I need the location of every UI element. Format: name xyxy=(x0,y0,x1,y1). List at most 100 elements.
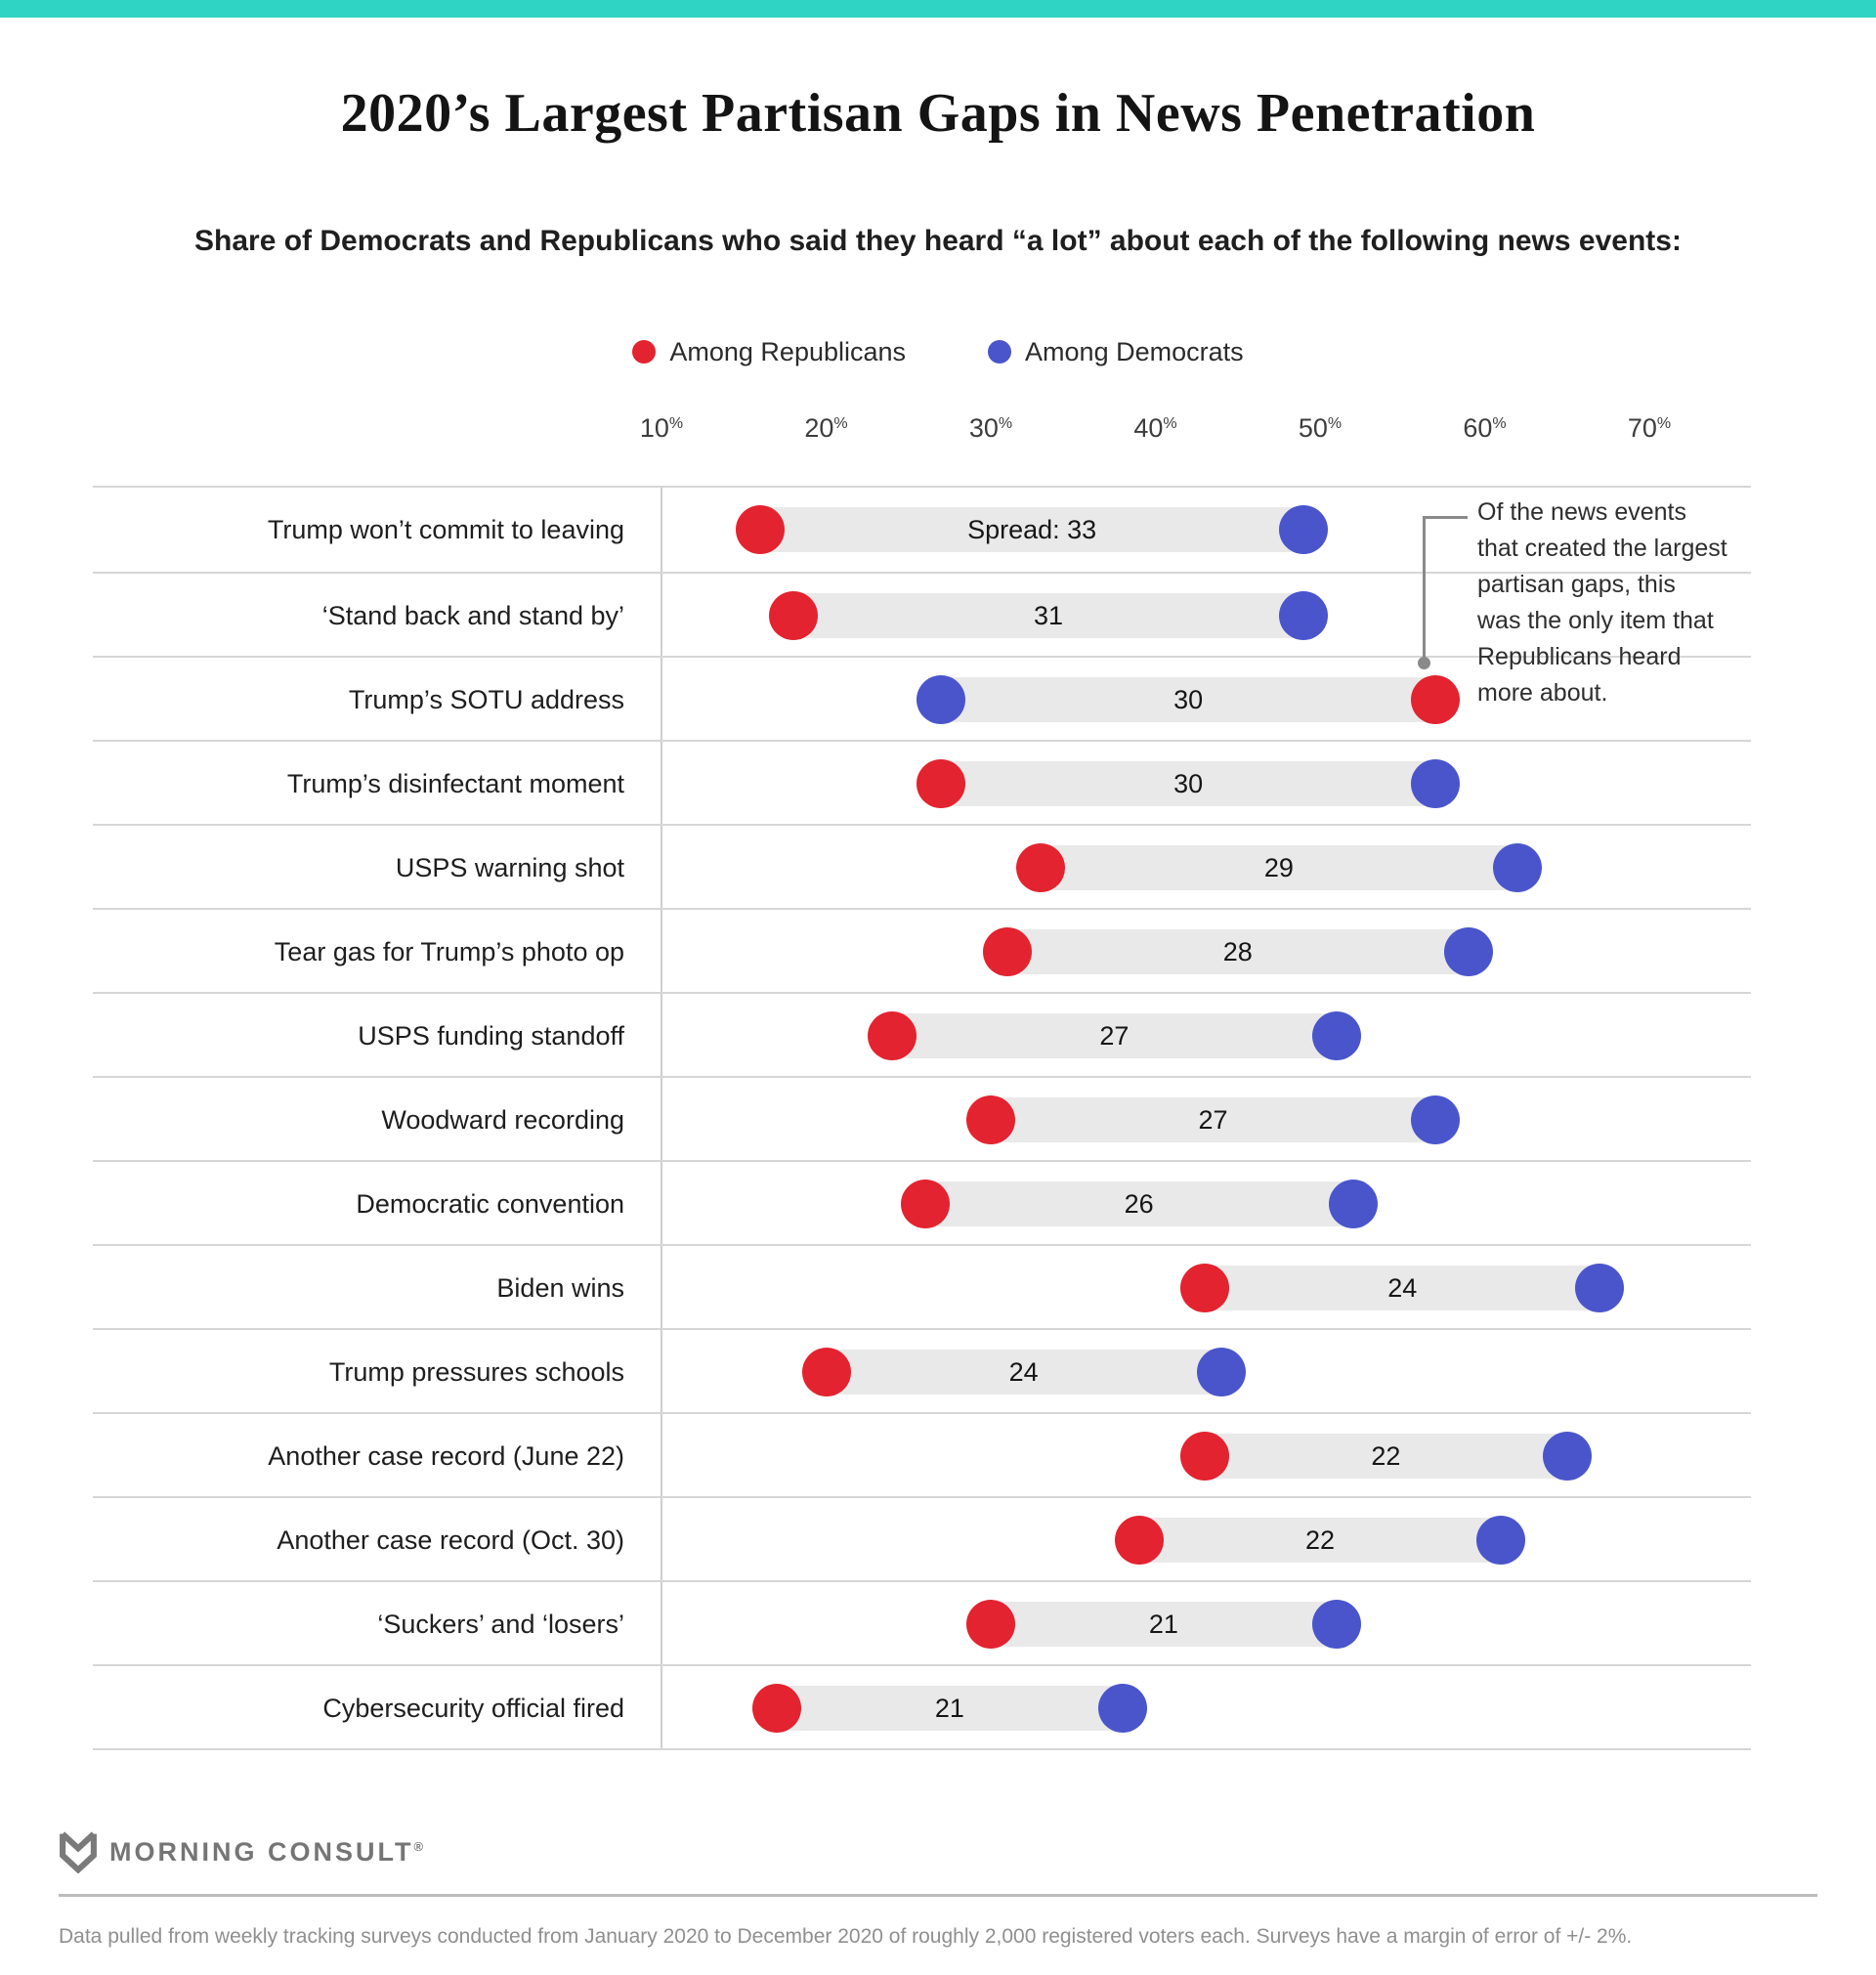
gap-bar xyxy=(941,761,1435,806)
gap-bar xyxy=(1205,1434,1567,1479)
spread-value: 29 xyxy=(1263,852,1294,882)
label-column-divider xyxy=(661,486,662,1748)
spread-value: 27 xyxy=(1198,1104,1228,1135)
spread-value: Spread: 33 xyxy=(967,514,1097,544)
footer-divider xyxy=(59,1894,1817,1897)
democrat-dot xyxy=(1410,1095,1460,1144)
democrat-dot xyxy=(1443,927,1493,976)
democrat-dot xyxy=(1279,591,1329,640)
chart-row: Biden wins 24 xyxy=(93,1244,1751,1330)
gap-bar xyxy=(776,1686,1123,1731)
republican-dot xyxy=(1114,1516,1164,1565)
democrat-dot xyxy=(1097,1684,1147,1733)
spread-value: 24 xyxy=(1008,1356,1039,1387)
row-label: Another case record (June 22) xyxy=(268,1440,624,1471)
republican-dot-icon xyxy=(632,340,657,364)
republican-dot xyxy=(900,1180,950,1228)
democrat-dot xyxy=(1311,1600,1361,1649)
axis-tick-40: 40% xyxy=(1133,413,1177,443)
row-label: Trump won’t commit to leaving xyxy=(267,514,624,544)
x-axis: 10% 20% 30% 40% 50% 60% 70% xyxy=(0,410,1876,446)
gap-bar xyxy=(792,593,1304,638)
axis-tick-50: 50% xyxy=(1298,413,1343,443)
spread-value: 26 xyxy=(1124,1188,1154,1219)
spread-value: 27 xyxy=(1099,1020,1130,1051)
row-label: Trump’s SOTU address xyxy=(348,684,624,714)
chart-row: Trump won’t commit to leaving Spread: 33 xyxy=(93,488,1751,572)
spread-value: 24 xyxy=(1387,1272,1418,1303)
democrat-dot xyxy=(1575,1264,1625,1312)
chart-row: Another case record (Oct. 30) 22 xyxy=(93,1496,1751,1582)
percent-sign: % xyxy=(1163,415,1177,432)
chart-row: ‘Suckers’ and ‘losers’ 21 xyxy=(93,1580,1751,1666)
row-label: ‘Stand back and stand by’ xyxy=(321,600,624,630)
spread-value: 22 xyxy=(1371,1440,1401,1471)
republican-dot xyxy=(867,1011,917,1060)
percent-sign: % xyxy=(1327,415,1343,432)
percent-sign: % xyxy=(998,415,1013,432)
democrat-dot xyxy=(1311,1011,1361,1060)
chart-subtitle: Share of Democrats and Republicans who s… xyxy=(194,225,1682,257)
row-label: Tear gas for Trump’s photo op xyxy=(274,936,624,966)
chart-row: ‘Stand back and stand by’ 31 xyxy=(93,572,1751,658)
chart-row: USPS warning shot 29 xyxy=(93,824,1751,910)
gap-bar xyxy=(891,1013,1337,1058)
republican-dot xyxy=(751,1684,801,1733)
chart-row: Another case record (June 22) 22 xyxy=(93,1412,1751,1498)
annotation-line: more about. xyxy=(1477,679,1608,707)
democrat-dot xyxy=(917,675,966,724)
republican-dot xyxy=(768,591,818,640)
percent-sign: % xyxy=(668,415,684,432)
gap-bar xyxy=(826,1350,1221,1395)
annotation-connector-dot xyxy=(1418,657,1430,669)
annotation-line: Republicans heard xyxy=(1477,643,1682,670)
annotation-connector-vertical xyxy=(1423,516,1426,663)
spread-value: 21 xyxy=(934,1693,964,1723)
spread-value: 30 xyxy=(1173,768,1204,798)
percent-sign: % xyxy=(1492,415,1507,432)
gap-bar xyxy=(991,1097,1435,1142)
chart-row: Democratic convention 26 xyxy=(93,1160,1751,1246)
legend: Among Republicans Among Democrats xyxy=(0,334,1876,369)
percent-sign: % xyxy=(833,415,848,432)
annotation-connector-horizontal xyxy=(1423,516,1468,519)
methodology-note: Data pulled from weekly tracking surveys… xyxy=(59,1925,1633,1948)
republican-dot xyxy=(966,1600,1015,1649)
gap-bar xyxy=(924,1181,1353,1226)
annotation-line: Of the news events xyxy=(1477,498,1687,526)
spread-value: 30 xyxy=(1173,684,1204,714)
chart-row: Cybersecurity official fired 21 xyxy=(93,1664,1751,1750)
axis-tick-10: 10% xyxy=(639,413,684,443)
republican-dot xyxy=(801,1348,851,1396)
republican-dot xyxy=(1410,675,1460,724)
registered-trademark: ® xyxy=(413,1838,427,1854)
chart-row: Trump’s SOTU address 30 xyxy=(93,656,1751,742)
chart-row: Trump’s disinfectant moment 30 xyxy=(93,740,1751,826)
row-label: Trump pressures schools xyxy=(328,1356,624,1387)
gap-bar xyxy=(1205,1266,1600,1310)
row-label: Cybersecurity official fired xyxy=(322,1693,624,1723)
morning-consult-m-icon xyxy=(60,1831,97,1873)
democrat-dot xyxy=(1196,1348,1246,1396)
page-title: 2020’s Largest Partisan Gaps in News Pen… xyxy=(340,83,1536,144)
democrat-dot xyxy=(1476,1516,1526,1565)
spread-value: 22 xyxy=(1304,1524,1336,1555)
gap-bar xyxy=(1138,1518,1502,1563)
gap-bar xyxy=(1040,845,1518,890)
republican-dot xyxy=(982,927,1032,976)
legend-label-democrats: Among Democrats xyxy=(1025,336,1244,366)
row-label: ‘Suckers’ and ‘losers’ xyxy=(377,1609,624,1639)
row-label: Biden wins xyxy=(496,1272,624,1303)
democrat-dot xyxy=(1328,1180,1378,1228)
spread-value: 21 xyxy=(1148,1609,1178,1639)
row-label: USPS warning shot xyxy=(395,852,624,882)
democrat-dot xyxy=(1279,505,1329,554)
brand-name: MORNING CONSULT® xyxy=(109,1836,427,1867)
row-label: Democratic convention xyxy=(356,1188,624,1219)
legend-item-republicans: Among Republicans xyxy=(632,337,906,367)
chart-row: Trump pressures schools 24 xyxy=(93,1328,1751,1414)
gap-bar xyxy=(991,1602,1337,1647)
annotation-line: that created the largest xyxy=(1477,535,1727,562)
axis-tick-30: 30% xyxy=(968,413,1013,443)
chart-row: Woodward recording 27 xyxy=(93,1076,1751,1162)
